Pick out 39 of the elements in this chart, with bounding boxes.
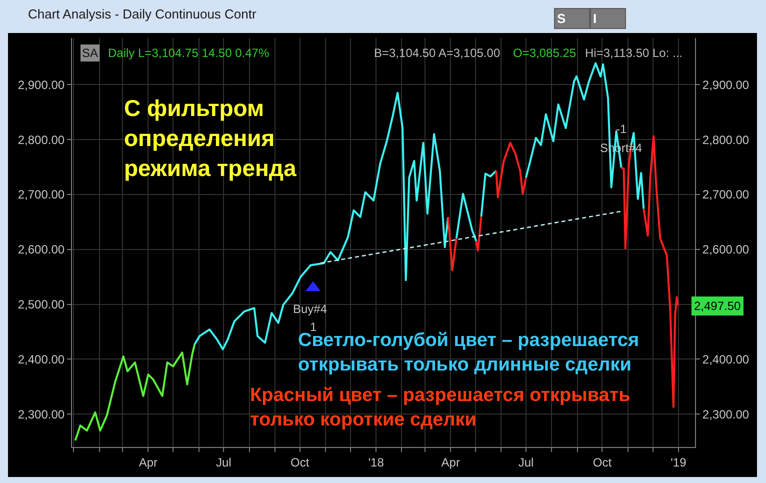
y-tick-label: 2,800.00 [18, 132, 65, 147]
annotation: Daily L=3,104.75 14.50 0.47% [108, 46, 270, 60]
y2-tick-label: 2,800.00 [702, 132, 750, 147]
annotation: Hi=3,113.50 Lo: ... [585, 46, 683, 60]
y2-tick-label: 2,400.00 [702, 352, 750, 366]
line-series [642, 135, 679, 408]
line-series [455, 192, 478, 242]
x-tick-label: Oct [290, 455, 310, 470]
text: S [557, 11, 566, 26]
annotation: 2,497.50 [694, 299, 742, 313]
annotation: B=3,104.50 A=3,105.00 [374, 46, 500, 60]
y2-tick-label: 2,300.00 [702, 407, 750, 422]
line-series [495, 142, 527, 198]
annotation: O=3,085.25 [513, 46, 576, 60]
y-tick-label: 2,600.00 [18, 242, 65, 257]
annotation: С фильтром определения режима тренда [124, 95, 296, 181]
x-tick-label: Apr [138, 455, 158, 470]
x-tick-label: Jul [518, 455, 534, 470]
annotation: Красный цвет – разрешается открывать только короткие сделки [250, 385, 630, 431]
x-tick-label: '19 [670, 455, 687, 470]
annotation: -1 [616, 122, 627, 136]
text: I [593, 11, 597, 26]
annotation: Buy#4 [293, 302, 328, 316]
y-tick-label: 2,400.00 [18, 352, 65, 366]
y-tick-label: 2,900.00 [18, 78, 65, 92]
y-tick-label: 2,700.00 [18, 188, 65, 202]
x-tick-label: Apr [441, 455, 460, 470]
x-tick-label: Jul [216, 455, 232, 470]
x-tick-label: '18 [368, 455, 384, 470]
y2-tick-label: 2,600.00 [702, 242, 750, 257]
line-series [480, 170, 498, 218]
chart-title: Chart Analysis - Daily Continuous Contr [28, 6, 257, 22]
line-series [74, 343, 196, 442]
y-tick-label: 2,300.00 [18, 407, 65, 422]
annotation: SA [82, 46, 98, 60]
y2-tick-label: 2,700.00 [702, 188, 750, 202]
y-tick-label: 2,500.00 [18, 297, 65, 312]
y2-tick-label: 2,900.00 [702, 78, 750, 92]
x-tick-label: Oct [592, 455, 612, 470]
